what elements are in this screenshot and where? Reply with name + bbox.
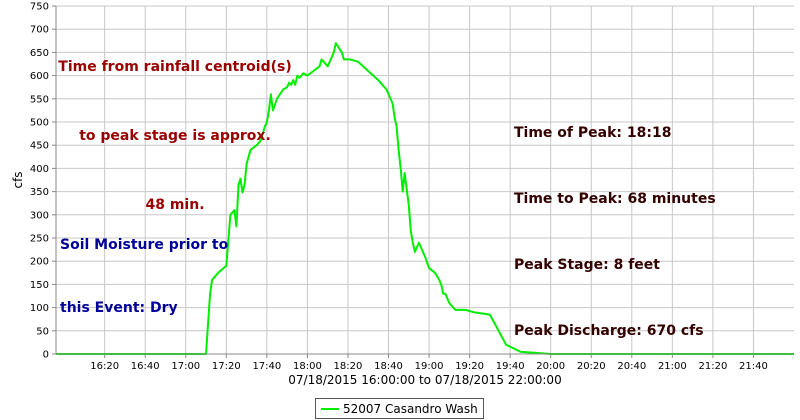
- x-tick-label: 21:20: [698, 361, 727, 372]
- x-axis-title: 07/18/2015 16:00:00 to 07/18/2015 22:00:…: [288, 373, 561, 387]
- peak-stats-annotation: Time of Peak: 18:18 Time to Peak: 68 min…: [514, 78, 716, 364]
- y-tick-label: 600: [30, 71, 49, 82]
- stat-time-to-peak: Time to Peak: 68 minutes: [514, 191, 716, 207]
- centroid-annotation: Time from rainfall centroid(s) to peak s…: [40, 10, 310, 240]
- grid-lines: [56, 5, 794, 354]
- centroid-line-3: 48 min.: [145, 197, 205, 213]
- x-tick-label: 18:20: [334, 361, 363, 372]
- x-tick-label: 17:40: [252, 361, 281, 372]
- stat-time-of-peak: Time of Peak: 18:18: [514, 125, 672, 141]
- x-tick-label: 19:00: [415, 361, 444, 372]
- y-axis-ticks: 0 50 100 150 200 250 300 350 400 450 500 550 600 650 7…: [30, 2, 56, 361]
- y-tick-label: 700: [30, 25, 49, 36]
- legend-swatch: [321, 407, 339, 410]
- y-axis-title: cfs: [11, 171, 25, 188]
- y-tick-label: 350: [30, 187, 49, 198]
- centroid-line-1: Time from rainfall centroid(s): [58, 59, 292, 75]
- stat-peak-stage: Peak Stage: 8 feet: [514, 257, 660, 273]
- x-axis-ticks: 16:20 16:40 17:00 17:20 17:40 18:00 18:20 18:40…: [90, 354, 768, 372]
- x-tick-label: 18:40: [374, 361, 403, 372]
- y-tick-label: 650: [30, 48, 49, 59]
- x-tick-label: 17:20: [212, 361, 241, 372]
- y-tick-label: 300: [30, 210, 49, 221]
- x-tick-label: 18:00: [293, 361, 322, 372]
- chart-legend: 52007 Casandro Wash: [315, 398, 484, 419]
- legend-label: 52007 Casandro Wash: [343, 401, 478, 416]
- y-tick-label: 250: [30, 234, 49, 245]
- soil-line-1: Soil Moisture prior to: [60, 237, 229, 253]
- x-tick-label: 16:20: [90, 361, 119, 372]
- y-tick-label: 100: [30, 303, 49, 314]
- series-line-casandro-wash: [56, 42, 794, 355]
- centroid-line-2: to peak stage is approx.: [79, 128, 271, 144]
- series-group: [55, 42, 795, 355]
- y-tick-label: 150: [30, 280, 49, 291]
- soil-line-2: this Event: Dry: [60, 300, 178, 316]
- y-tick-label: 750: [30, 2, 49, 13]
- soil-moisture-annotation: Soil Moisture prior to this Event: Dry: [60, 193, 228, 340]
- x-tick-label: 20:40: [617, 361, 646, 372]
- stat-peak-discharge: Peak Discharge: 670 cfs: [514, 323, 704, 339]
- y-tick-label: 400: [30, 164, 49, 175]
- y-tick-label: 500: [30, 118, 49, 129]
- x-tick-label: 19:20: [455, 361, 484, 372]
- x-tick-label: 21:00: [658, 361, 687, 372]
- y-tick-label: 50: [36, 326, 49, 337]
- y-tick-label: 0: [43, 350, 49, 361]
- x-tick-label: 20:20: [577, 361, 606, 372]
- x-tick-label: 20:00: [536, 361, 565, 372]
- x-tick-label: 16:40: [131, 361, 160, 372]
- x-tick-label: 21:40: [739, 361, 768, 372]
- y-tick-label: 450: [30, 141, 49, 152]
- plot-area: [56, 6, 794, 354]
- x-tick-label: 19:40: [496, 361, 525, 372]
- x-tick-label: 17:00: [171, 361, 200, 372]
- y-tick-label: 550: [30, 94, 49, 105]
- y-tick-label: 200: [30, 257, 49, 268]
